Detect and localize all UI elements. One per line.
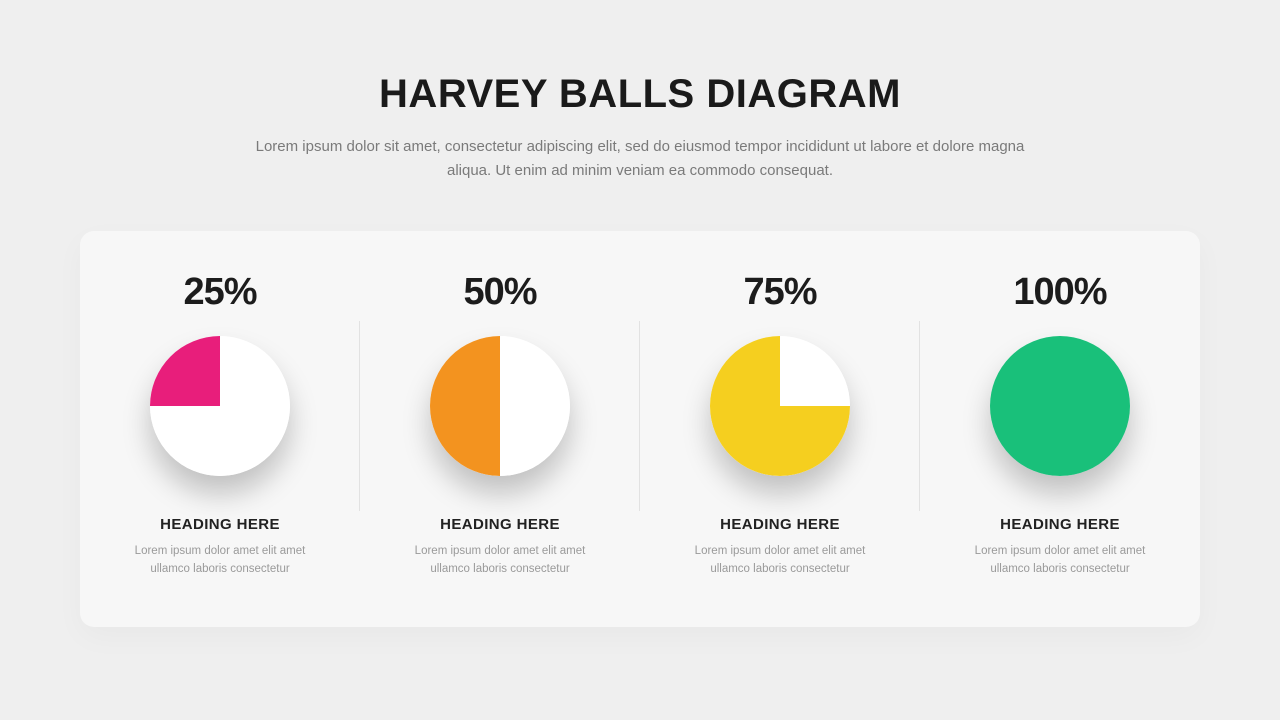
cell-heading: HEADING HERE [160, 516, 280, 533]
harvey-ball-cell-1: 25% HEADING HERE Lorem ipsum dolor amet … [80, 271, 360, 579]
harvey-ball-icon [710, 336, 850, 476]
harvey-ball-cell-2: 50% HEADING HERE Lorem ipsum dolor amet … [360, 271, 640, 579]
cell-body: Lorem ipsum dolor amet elit amet ullamco… [395, 543, 605, 579]
harvey-ball-icon [430, 336, 570, 476]
percent-label: 100% [1013, 271, 1106, 314]
harvey-ball-fill [990, 336, 1130, 476]
harvey-ball-fill [150, 336, 220, 406]
cell-body: Lorem ipsum dolor amet elit amet ullamco… [675, 543, 885, 579]
harvey-ball-icon [990, 336, 1130, 476]
harvey-ball-cell-3: 75% HEADING HERE Lorem ipsum dolor amet … [640, 271, 920, 579]
harvey-ball-cell-4: 100% HEADING HERE Lorem ipsum dolor amet… [920, 271, 1200, 579]
percent-label: 75% [743, 271, 816, 314]
page-title: HARVEY BALLS DIAGRAM [379, 72, 901, 117]
cell-body: Lorem ipsum dolor amet elit amet ullamco… [115, 543, 325, 579]
cell-heading: HEADING HERE [440, 516, 560, 533]
harvey-ball-fill [430, 336, 500, 476]
harvey-ball-icon [150, 336, 290, 476]
percent-label: 25% [183, 271, 256, 314]
harvey-balls-card: 25% HEADING HERE Lorem ipsum dolor amet … [80, 231, 1200, 627]
percent-label: 50% [463, 271, 536, 314]
cell-heading: HEADING HERE [720, 516, 840, 533]
cell-body: Lorem ipsum dolor amet elit amet ullamco… [955, 543, 1165, 579]
cell-heading: HEADING HERE [1000, 516, 1120, 533]
page-subtitle: Lorem ipsum dolor sit amet, consectetur … [250, 135, 1030, 183]
